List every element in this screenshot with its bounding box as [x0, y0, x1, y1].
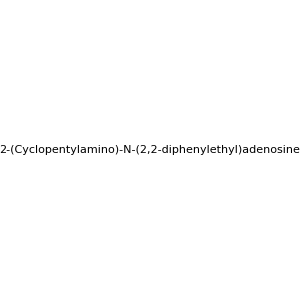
Text: 2-(Cyclopentylamino)-N-(2,2-diphenylethyl)adenosine: 2-(Cyclopentylamino)-N-(2,2-diphenylethy…	[0, 145, 300, 155]
